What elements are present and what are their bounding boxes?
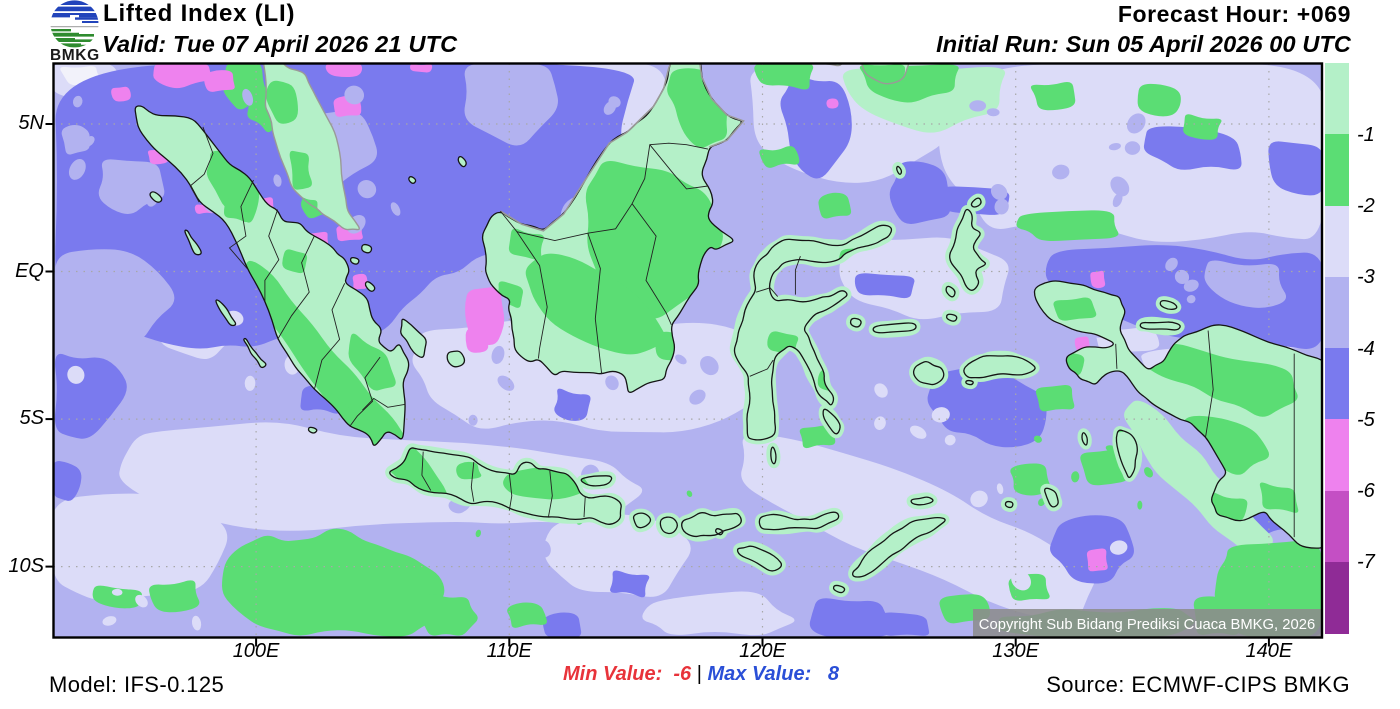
svg-text:BMKG: BMKG — [50, 47, 100, 62]
svg-text:Copyright Sub Bidang Prediksi: Copyright Sub Bidang Prediksi Cuaca BMKG… — [979, 617, 1315, 633]
